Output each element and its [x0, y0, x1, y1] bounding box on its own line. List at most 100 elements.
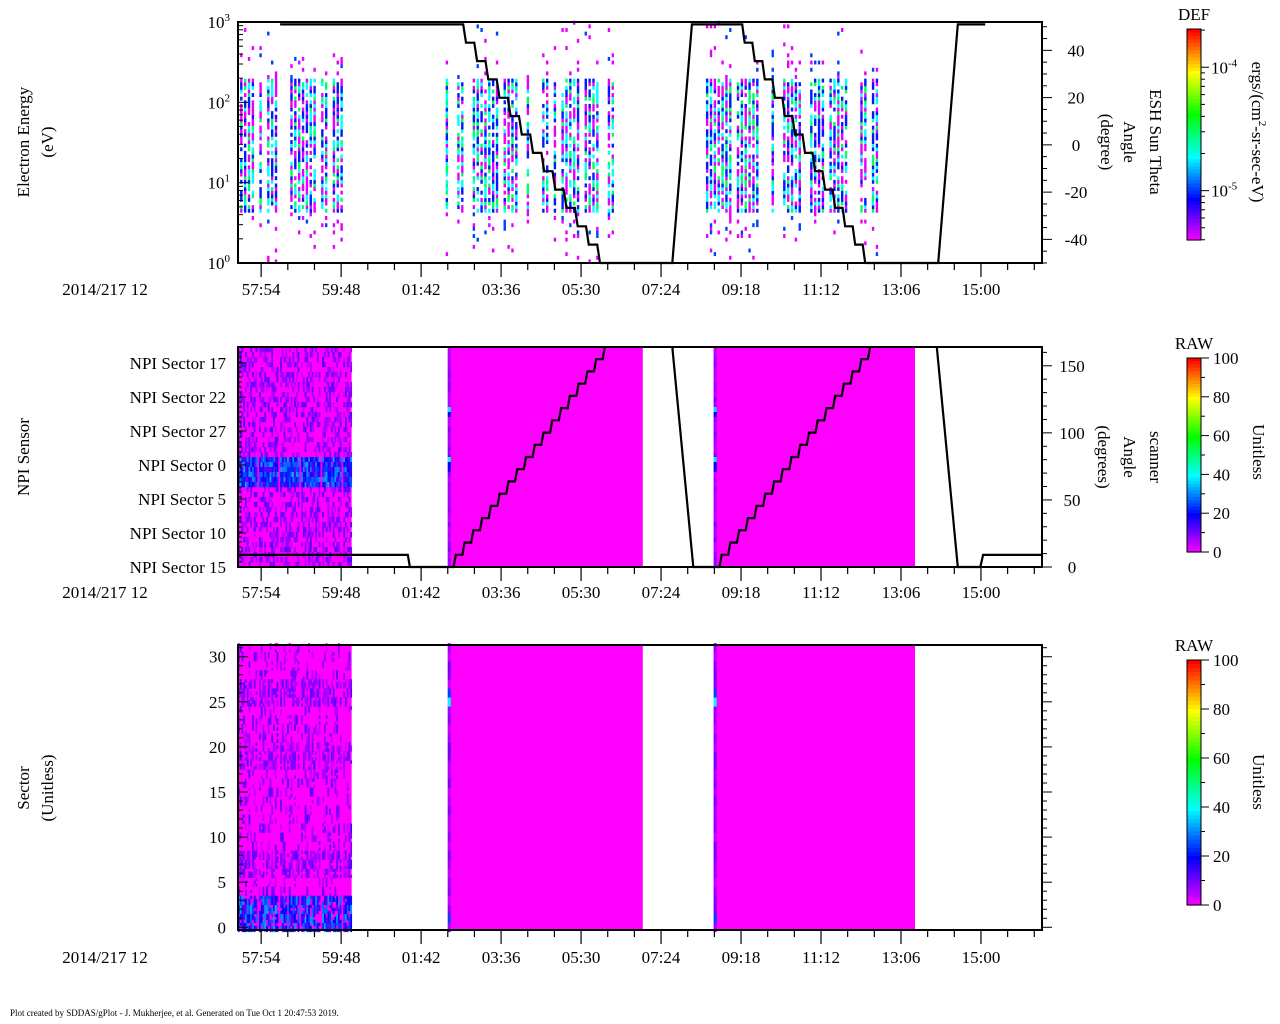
heatmap-cell — [294, 467, 296, 473]
heatmap-cell — [329, 477, 332, 483]
y2-tick-label: 20 — [1068, 89, 1085, 108]
spectrogram-cell — [324, 140, 328, 145]
spectrogram-cell — [321, 187, 324, 191]
spectrogram-cell — [576, 125, 580, 130]
heatmap-cell — [311, 407, 314, 413]
spectrogram-cell — [290, 172, 293, 177]
heatmap-cell — [255, 742, 258, 746]
heatmap-cell — [245, 447, 247, 453]
spectrogram-cell — [771, 158, 774, 163]
heatmap-cell — [309, 427, 312, 433]
spectrogram-cell — [332, 201, 336, 206]
heatmap-cell — [327, 417, 330, 423]
heatmap-cell — [243, 796, 246, 800]
spectrogram-cell — [709, 82, 713, 87]
spectrogram-cell — [313, 197, 316, 202]
heatmap-cell — [250, 748, 253, 752]
heatmap-cell — [248, 367, 251, 373]
heatmap-cell — [274, 442, 277, 448]
spectrogram-cell — [324, 179, 328, 184]
heatmap-cell — [287, 482, 289, 488]
heatmap-cell — [243, 910, 246, 915]
heatmap-cell — [239, 679, 242, 683]
heatmap-cell — [313, 497, 316, 503]
spectrogram-cell — [545, 60, 549, 65]
spectrogram-cell — [247, 187, 251, 191]
spectrogram-cell — [565, 150, 568, 155]
spectrogram-cell — [576, 89, 580, 94]
spectrogram-cell — [821, 161, 825, 166]
spectrogram-cell — [829, 93, 832, 98]
spectrogram-cell — [817, 125, 821, 130]
spectrogram-cell — [340, 89, 343, 94]
colorbar-segment — [1187, 448, 1201, 453]
spectrogram-cell — [584, 78, 587, 83]
spectrogram-cell — [736, 96, 740, 101]
colorbar-segment — [1187, 29, 1201, 34]
heatmap-cell — [246, 901, 249, 906]
spectrogram-cell — [503, 150, 506, 155]
heatmap-cell — [713, 467, 717, 473]
spectrogram-cell — [573, 219, 576, 224]
heatmap-cell — [248, 859, 251, 863]
spectrogram-cell — [515, 82, 518, 87]
spectrogram-cell — [294, 122, 297, 126]
spectrogram-cell — [860, 132, 863, 137]
heatmap-cell — [318, 377, 321, 383]
spectrogram-cell — [313, 201, 316, 206]
heatmap-cell — [315, 372, 317, 378]
heatmap-cell — [255, 387, 258, 393]
spectrogram-cell — [596, 111, 599, 116]
spectrogram-cell — [294, 190, 297, 195]
spectrogram-cell — [790, 190, 794, 195]
spectrogram-cell — [507, 187, 510, 191]
heatmap-cell — [311, 557, 314, 563]
heatmap-cell — [302, 492, 305, 498]
spectrogram-cell — [790, 107, 794, 112]
spectrogram-cell — [584, 208, 587, 213]
heatmap-cell — [248, 733, 251, 737]
spectrogram-cell — [484, 89, 487, 94]
spectrogram-cell — [301, 172, 305, 177]
spectrogram-cell — [515, 197, 518, 202]
spectrogram-cell — [561, 205, 564, 210]
heatmap-cell — [285, 547, 288, 553]
heatmap-cell — [246, 859, 249, 863]
spectrogram-cell — [515, 78, 518, 83]
spectrogram-cell — [324, 176, 328, 181]
heatmap-cell — [318, 522, 321, 528]
heatmap-cell — [315, 512, 317, 518]
spectrogram-cell — [829, 205, 832, 210]
spectrogram-cell — [713, 179, 717, 184]
spectrogram-cell — [611, 100, 614, 105]
spectrogram-cell — [752, 201, 755, 206]
spectrogram-cell — [771, 201, 774, 206]
spectrogram-cell — [336, 71, 339, 76]
heatmap-cell — [290, 467, 293, 473]
spectrogram-cell — [573, 143, 576, 148]
spectrogram-cell — [297, 197, 301, 202]
spectrogram-cell — [813, 161, 817, 166]
spectrogram-cell — [584, 158, 587, 163]
heatmap-cell — [241, 482, 244, 488]
spectrogram-cell — [744, 179, 747, 184]
heatmap-cell — [327, 462, 330, 468]
heatmap-cell — [271, 357, 274, 363]
spectrogram-cell — [860, 129, 863, 134]
heatmap-cell — [273, 457, 275, 463]
heatmap-cell — [287, 392, 289, 398]
heatmap-cell — [248, 910, 251, 915]
heatmap-cell — [348, 472, 351, 478]
spectrogram-cell — [736, 197, 740, 202]
heatmap-cell — [262, 382, 265, 388]
heatmap-cell — [336, 407, 339, 413]
spectrogram-cell — [588, 125, 591, 130]
spectrogram-cell — [324, 136, 328, 141]
heatmap-cell — [245, 799, 247, 803]
spectrogram-cell — [290, 187, 293, 191]
colorbar-segment — [1187, 169, 1201, 174]
heatmap-cell — [343, 487, 346, 493]
heatmap-cell — [271, 492, 274, 498]
spectrogram-cell — [771, 143, 774, 148]
spectrogram-cell — [495, 176, 499, 181]
